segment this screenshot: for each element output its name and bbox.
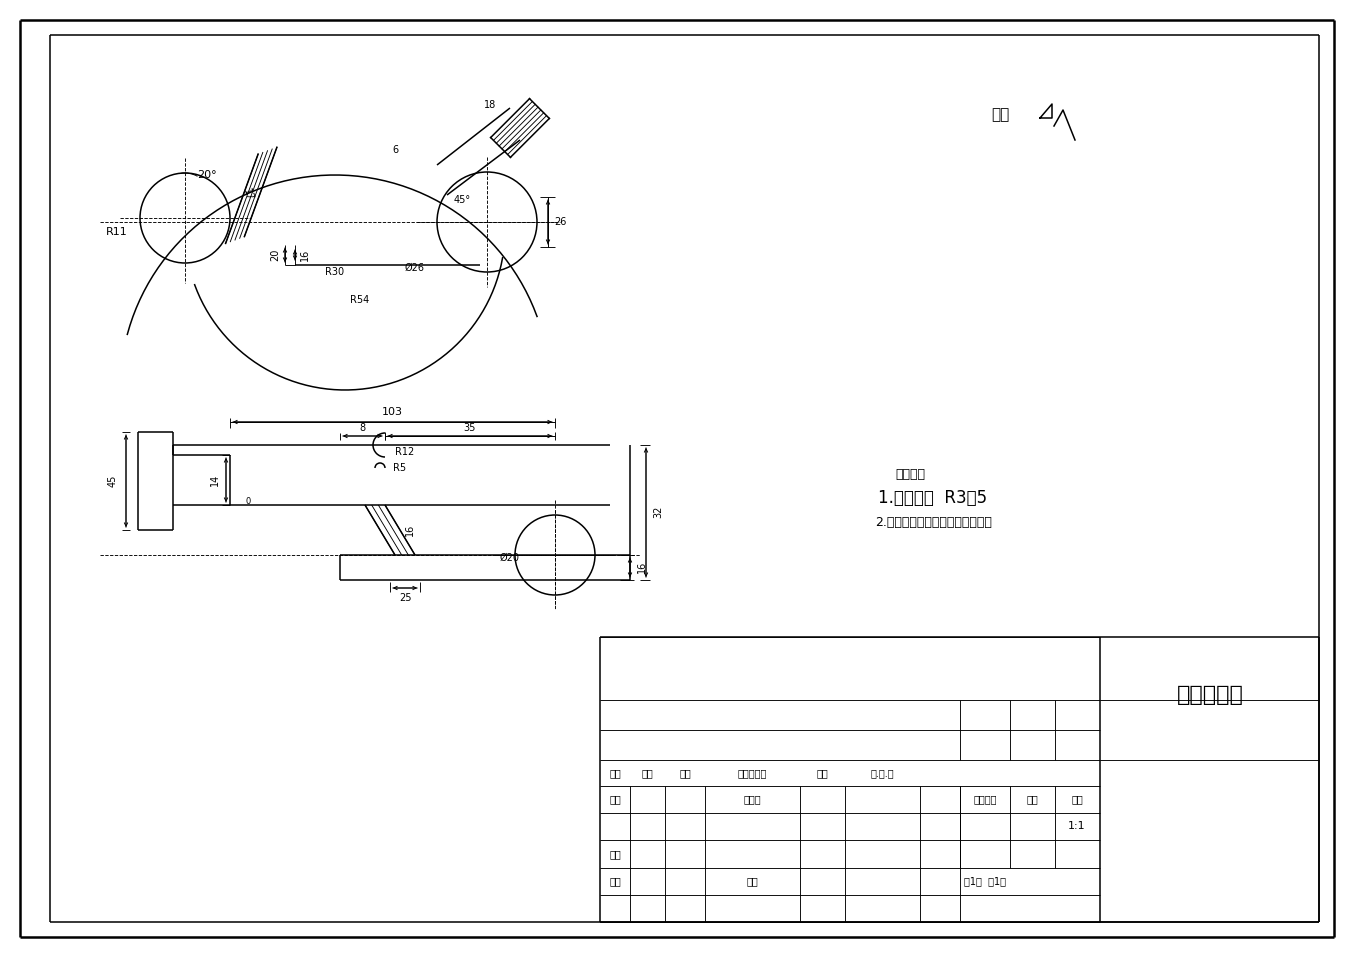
Text: R54: R54 bbox=[351, 295, 370, 305]
Text: 25: 25 bbox=[398, 593, 412, 603]
Text: 转向臂毛坎: 转向臂毛坎 bbox=[1177, 685, 1243, 705]
Text: 标记: 标记 bbox=[609, 768, 621, 778]
Text: 6: 6 bbox=[391, 145, 398, 155]
Text: 签名: 签名 bbox=[816, 768, 827, 778]
Text: 设计: 设计 bbox=[609, 794, 621, 804]
Text: 16: 16 bbox=[636, 561, 647, 573]
Text: 35: 35 bbox=[464, 423, 477, 433]
Text: Ø20: Ø20 bbox=[500, 553, 520, 563]
Text: 分区: 分区 bbox=[680, 768, 691, 778]
Text: 26: 26 bbox=[554, 217, 566, 227]
Text: 0: 0 bbox=[245, 498, 250, 506]
Text: 17: 17 bbox=[241, 188, 255, 203]
Text: 1.铸造圆角  R3～5: 1.铸造圆角 R3～5 bbox=[877, 489, 987, 507]
Text: 16: 16 bbox=[405, 523, 414, 536]
Text: 比例: 比例 bbox=[1071, 794, 1083, 804]
Text: 标准化: 标准化 bbox=[743, 794, 761, 804]
Text: R30: R30 bbox=[325, 267, 344, 277]
Text: 18: 18 bbox=[483, 100, 496, 110]
Text: 20: 20 bbox=[269, 249, 280, 261]
Text: R12: R12 bbox=[395, 447, 414, 457]
Text: 32: 32 bbox=[653, 506, 663, 518]
Text: 阶段标记: 阶段标记 bbox=[974, 794, 997, 804]
Text: R11: R11 bbox=[106, 227, 127, 237]
Text: 审核: 审核 bbox=[609, 849, 621, 859]
Text: 45°: 45° bbox=[454, 195, 471, 205]
Text: 8: 8 bbox=[359, 423, 366, 433]
Text: 其余: 其余 bbox=[991, 107, 1010, 122]
Text: 技术要求: 技术要求 bbox=[895, 469, 925, 481]
Text: 年.月.日: 年.月.日 bbox=[871, 768, 894, 778]
Text: 103: 103 bbox=[382, 407, 402, 417]
Text: 更改文件号: 更改文件号 bbox=[738, 768, 766, 778]
Text: 共1张  第1张: 共1张 第1张 bbox=[964, 876, 1006, 886]
Text: 14: 14 bbox=[210, 474, 219, 486]
Text: 20°: 20° bbox=[198, 170, 217, 180]
Text: 16: 16 bbox=[301, 249, 310, 261]
Text: 批准: 批准 bbox=[746, 876, 758, 886]
Text: R5: R5 bbox=[394, 463, 406, 473]
Text: Ø26: Ø26 bbox=[405, 263, 425, 273]
Text: 工艺: 工艺 bbox=[609, 876, 621, 886]
Text: 重量: 重量 bbox=[1026, 794, 1039, 804]
Text: 1:1: 1:1 bbox=[1068, 821, 1086, 831]
Text: 45: 45 bbox=[108, 475, 118, 487]
Text: 处数: 处数 bbox=[642, 768, 653, 778]
Text: 2.表面应无夹渣，气孔等铸造缺陷: 2.表面应无夹渣，气孔等铸造缺陷 bbox=[875, 516, 992, 528]
